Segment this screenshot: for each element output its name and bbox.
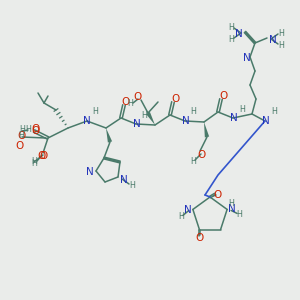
Text: O: O (16, 141, 24, 151)
Text: H: H (190, 107, 196, 116)
Text: N: N (230, 113, 238, 123)
Text: O: O (214, 190, 222, 200)
Polygon shape (146, 112, 155, 125)
Text: N: N (86, 167, 94, 177)
Text: H: H (239, 104, 245, 113)
Text: H: H (25, 124, 31, 134)
Text: O: O (133, 92, 141, 102)
Text: N: N (228, 204, 236, 214)
Text: O: O (31, 124, 39, 134)
Text: O: O (195, 232, 203, 243)
Text: H: H (178, 212, 184, 221)
Text: H: H (228, 22, 234, 32)
Text: H: H (228, 199, 234, 208)
Text: N: N (133, 119, 141, 129)
Text: N: N (184, 206, 192, 215)
Text: O: O (38, 151, 46, 161)
Text: H: H (18, 131, 24, 140)
Text: N: N (182, 116, 190, 126)
Text: H: H (278, 40, 284, 50)
Text: H: H (236, 210, 242, 219)
Text: O: O (31, 126, 39, 136)
Text: O: O (220, 91, 228, 101)
Text: H: H (278, 28, 284, 38)
Text: H: H (271, 107, 277, 116)
Text: N: N (235, 29, 243, 39)
Text: N: N (262, 116, 270, 126)
Text: H: H (19, 125, 25, 134)
Text: N: N (120, 175, 128, 185)
Text: H: H (228, 34, 234, 43)
Text: O: O (172, 94, 180, 104)
Text: H: H (31, 158, 37, 167)
Text: O: O (198, 150, 206, 160)
Text: H: H (92, 107, 98, 116)
Text: O: O (122, 97, 130, 107)
Text: H: H (190, 157, 196, 166)
Text: O: O (18, 131, 26, 141)
Text: N: N (269, 35, 277, 45)
Text: N: N (243, 53, 251, 63)
Text: H: H (31, 158, 37, 166)
Polygon shape (106, 128, 112, 142)
Text: H: H (129, 181, 135, 190)
Text: O: O (39, 151, 47, 161)
Text: H: H (127, 100, 133, 109)
Text: N: N (83, 116, 91, 126)
Polygon shape (204, 122, 209, 137)
Text: H: H (141, 110, 147, 119)
